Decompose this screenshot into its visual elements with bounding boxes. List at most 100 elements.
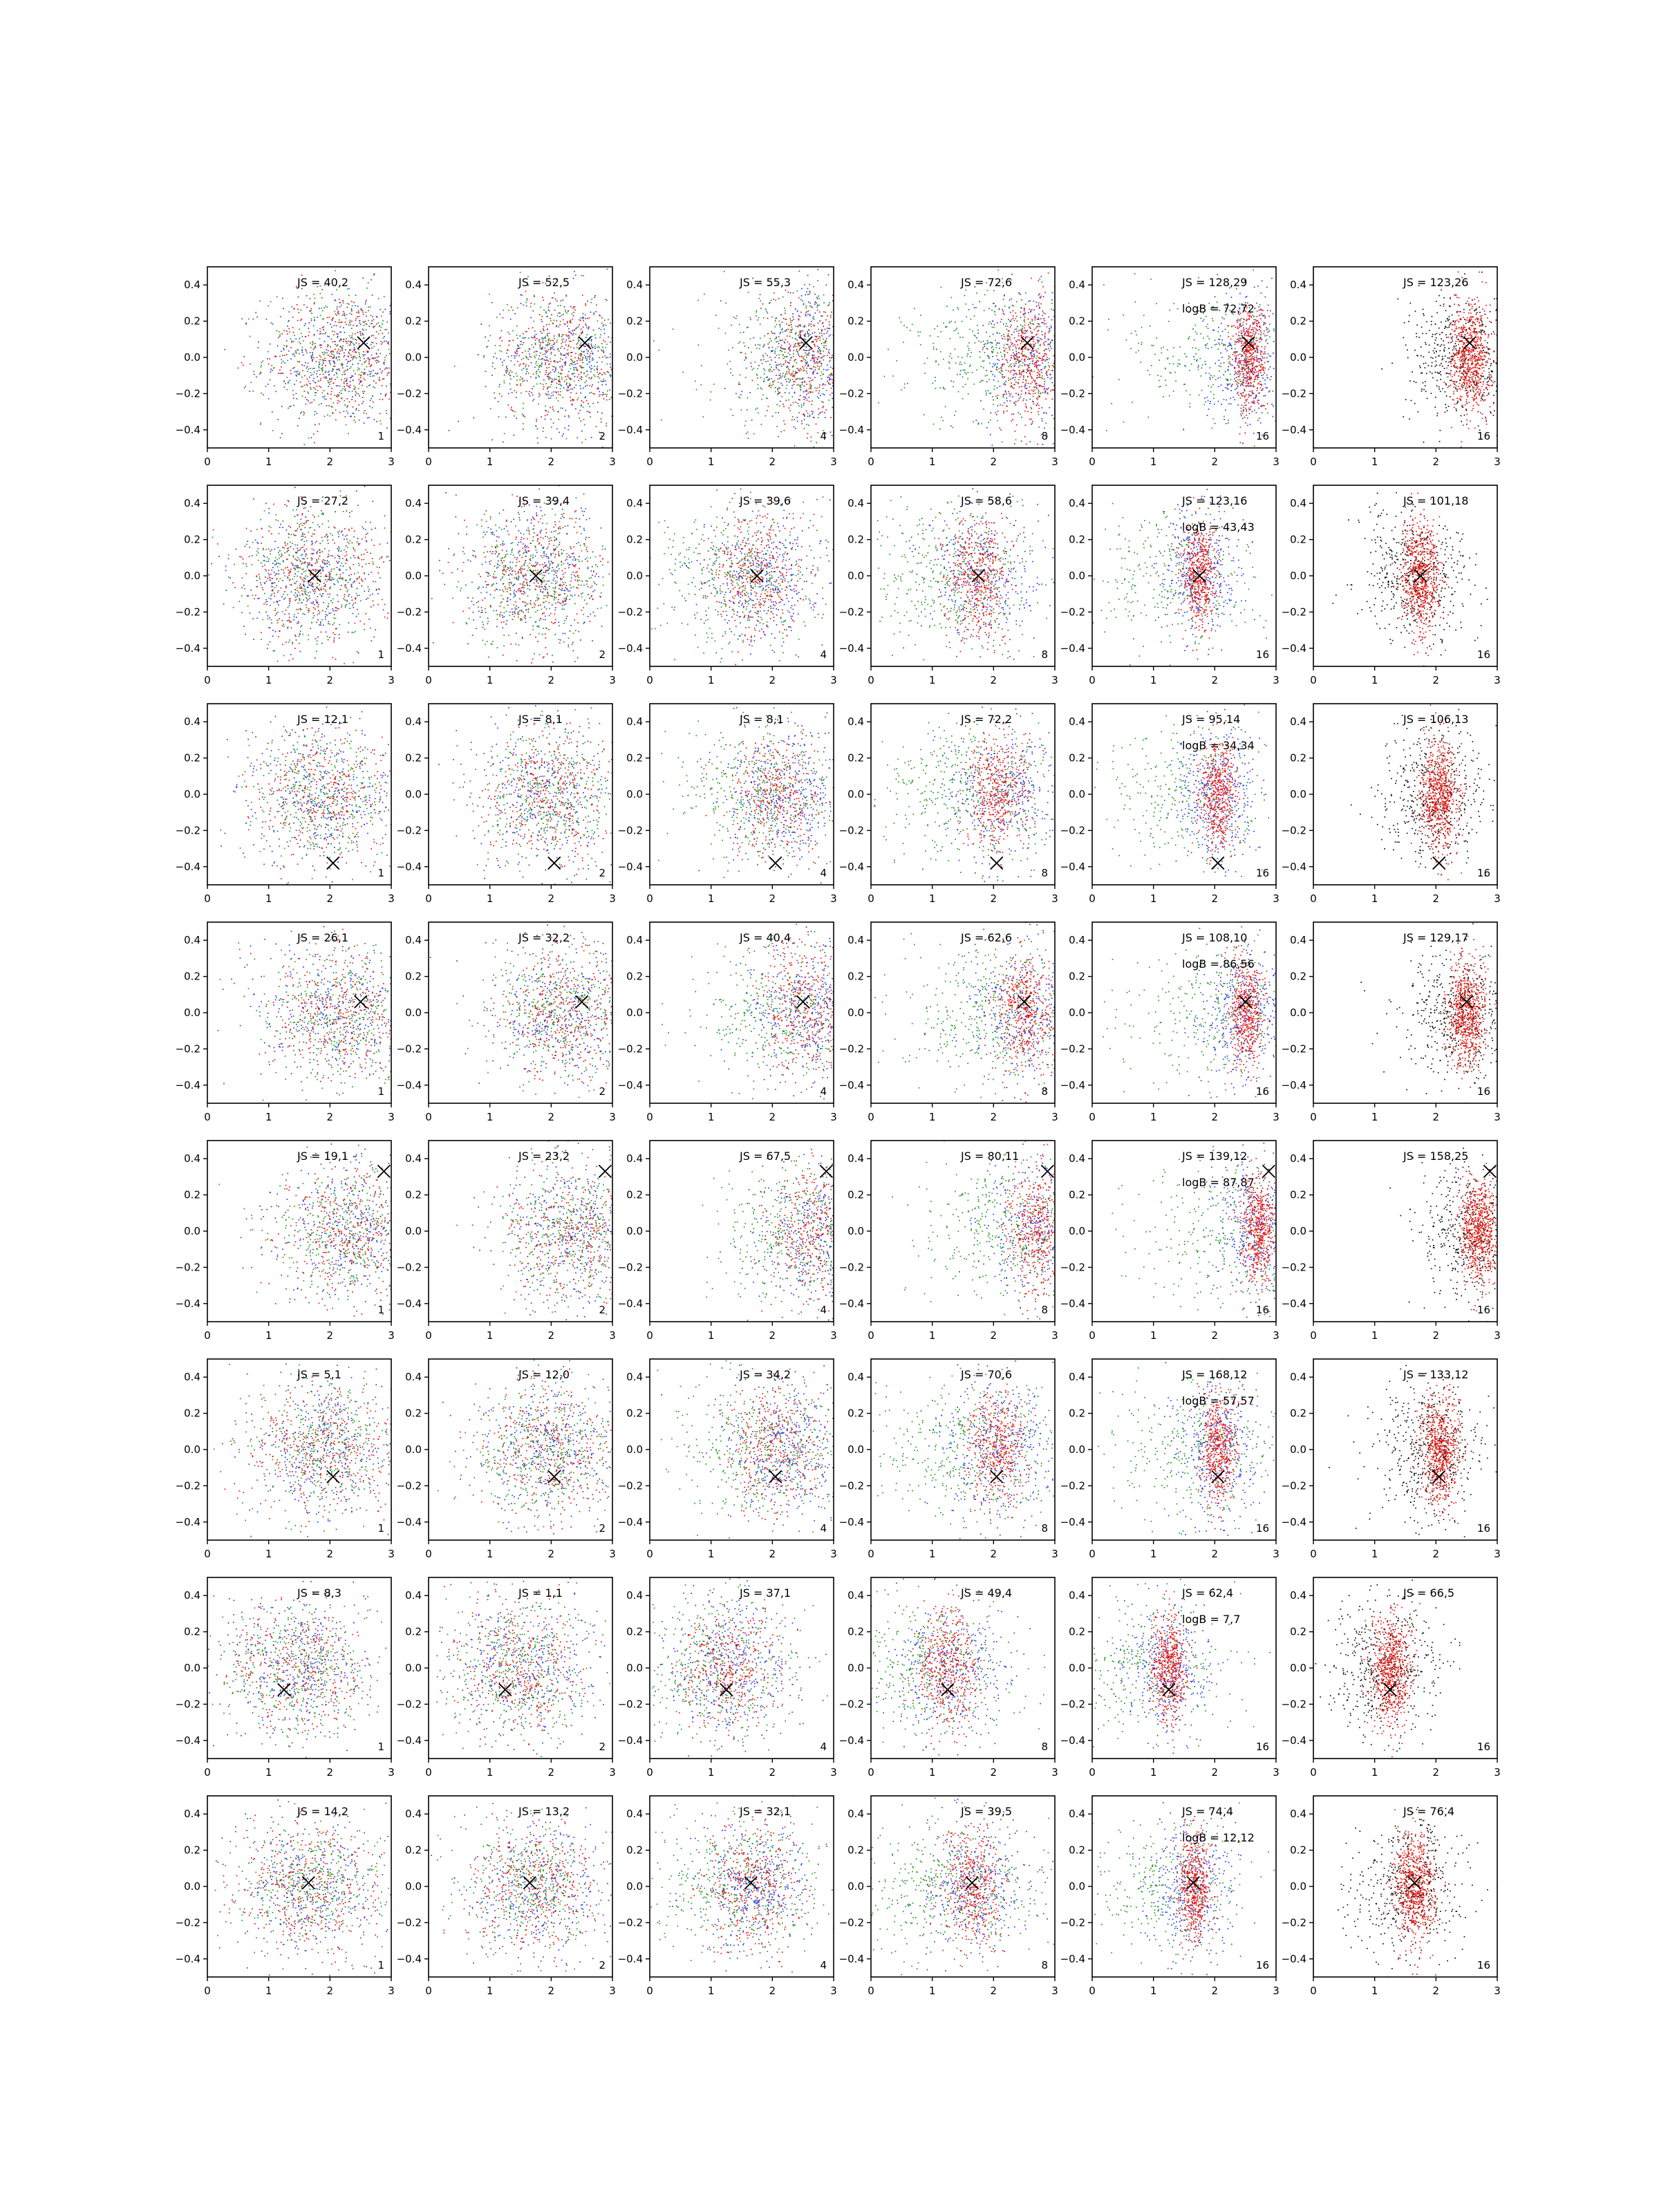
scatter-point: [604, 380, 606, 382]
scatter-point: [570, 358, 572, 360]
scatter-point: [800, 330, 803, 332]
scatter-point: [576, 344, 578, 345]
scatter-point: [1018, 348, 1020, 350]
scatter-point: [330, 346, 331, 348]
scatter-point: [510, 360, 512, 362]
scatter-point: [283, 330, 285, 332]
scatter-point: [571, 403, 573, 405]
scatter-point: [1013, 355, 1015, 357]
scatter-point: [809, 315, 811, 317]
scatter-point: [651, 401, 653, 402]
scatter-point: [1248, 368, 1250, 370]
scatter-point: [328, 386, 329, 387]
scatter-point: [1027, 370, 1029, 372]
scatter-point: [560, 300, 562, 302]
scatter-point: [808, 301, 809, 303]
scatter-point: [1198, 349, 1199, 350]
axes-frame: [870, 266, 1056, 449]
scatter-point: [589, 411, 591, 413]
scatter-point: [745, 367, 747, 369]
scatter-point: [540, 352, 541, 354]
scatter-point: [789, 292, 791, 294]
scatter-point: [577, 338, 579, 340]
scatter-point: [1051, 377, 1053, 379]
scatter-point: [570, 378, 572, 380]
scatter-point: [529, 391, 530, 393]
scatter-point: [322, 359, 324, 361]
scatter-point: [813, 417, 815, 419]
scatter-point: [973, 315, 975, 317]
scatter-point: [482, 356, 485, 358]
scatter-point: [299, 343, 301, 344]
scatter-point: [652, 346, 653, 348]
scatter-point: [583, 320, 584, 321]
scatter-point: [400, 239, 402, 241]
scatter-point: [841, 344, 842, 346]
scatter-point: [1010, 363, 1012, 365]
scatter-point: [830, 417, 832, 418]
scatter-point: [332, 406, 333, 408]
scatter-point: [827, 380, 828, 382]
scatter-point: [324, 365, 326, 366]
scatter-point: [1058, 294, 1059, 296]
x-tick-label: 3: [609, 456, 616, 468]
scatter-point: [520, 341, 521, 342]
scatter-point: [1015, 373, 1017, 374]
scatter-point: [840, 401, 841, 402]
scatter-point: [557, 362, 559, 363]
scatter-point: [805, 339, 807, 341]
scatter-point: [796, 372, 798, 374]
scatter-point: [804, 335, 805, 337]
scatter-point: [581, 332, 583, 334]
scatter-point: [1031, 323, 1033, 325]
scatter-point: [401, 314, 402, 315]
scatter-point: [1027, 318, 1029, 320]
scatter-point: [603, 393, 604, 395]
scatter-point: [337, 350, 339, 353]
scatter-point: [803, 419, 805, 420]
scatter-point: [796, 290, 798, 292]
scatter-point: [550, 320, 552, 322]
scatter-point: [281, 373, 283, 374]
scatter-point: [581, 338, 583, 340]
scatter-point: [824, 384, 826, 386]
scatter-point: [295, 374, 297, 376]
scatter-point: [791, 331, 792, 333]
scatter-point: [962, 386, 964, 388]
scatter-point: [1033, 300, 1035, 302]
scatter-point: [551, 344, 553, 346]
scatter-point: [359, 319, 361, 321]
scatter-point: [545, 324, 547, 326]
scatter-point: [1005, 391, 1006, 393]
scatter-point: [845, 368, 846, 369]
scatter-point: [756, 375, 758, 376]
scatter-point: [998, 308, 1000, 310]
scatter-point: [745, 420, 747, 422]
scatter-point: [820, 357, 822, 359]
scatter-point: [797, 342, 798, 344]
scatter-point: [579, 319, 581, 321]
scatter-point: [800, 420, 803, 422]
scatter-point: [991, 323, 992, 325]
scatter-point: [920, 344, 921, 346]
scatter-point: [556, 397, 557, 399]
scatter-point: [818, 332, 821, 334]
scatter-point: [523, 363, 525, 365]
scatter-point: [288, 381, 289, 383]
scatter-point: [544, 353, 546, 355]
scatter-point: [1019, 364, 1021, 366]
scatter-point: [723, 270, 725, 272]
scatter-point: [617, 320, 619, 321]
scatter-point: [794, 360, 795, 362]
scatter-point: [319, 373, 321, 375]
scatter-point: [779, 350, 781, 351]
scatter-point: [581, 404, 582, 406]
scatter-point: [1004, 338, 1006, 340]
scatter-point: [816, 306, 818, 308]
scatter-point: [1047, 359, 1048, 361]
scatter-point: [986, 370, 987, 371]
scatter-point: [1097, 299, 1098, 301]
scatter-point: [804, 324, 806, 326]
scatter-point: [1014, 354, 1015, 355]
scatter-point: [827, 369, 829, 371]
